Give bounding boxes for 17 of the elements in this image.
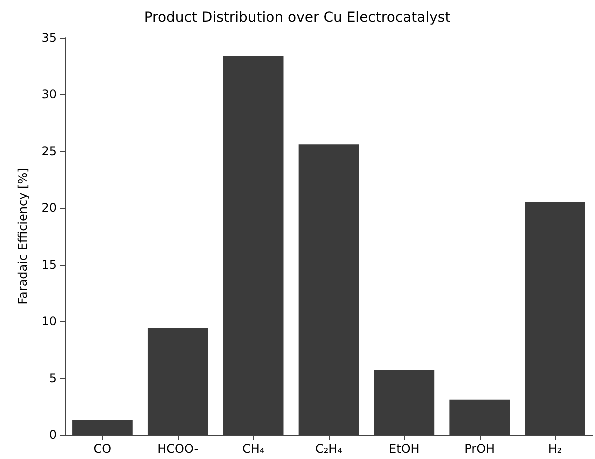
y-tick-label: 0: [49, 428, 57, 442]
x-tick-label: CH₄: [242, 442, 265, 456]
y-tick-label: 5: [49, 371, 57, 386]
x-tick-label: HCOO-: [158, 442, 199, 456]
x-tick-label: H₂: [548, 442, 562, 456]
chart-title: Product Distribution over Cu Electrocatalyst: [144, 10, 452, 26]
y-tick-label: 35: [42, 31, 57, 45]
x-tick-label: EtOH: [389, 442, 420, 456]
x-tick-label: PrOH: [464, 442, 496, 456]
y-tick-label: 30: [42, 88, 57, 102]
x-tick-label: C₂H₄: [315, 442, 343, 456]
x-tick-label: CO: [94, 442, 112, 456]
y-tick-label: 25: [42, 144, 57, 158]
y-tick-label: 10: [42, 314, 57, 329]
y-tick-label: 20: [42, 201, 57, 216]
y-axis-title: Faradaic Efficiency [%]: [16, 168, 30, 305]
y-tick-label: 15: [42, 258, 57, 272]
